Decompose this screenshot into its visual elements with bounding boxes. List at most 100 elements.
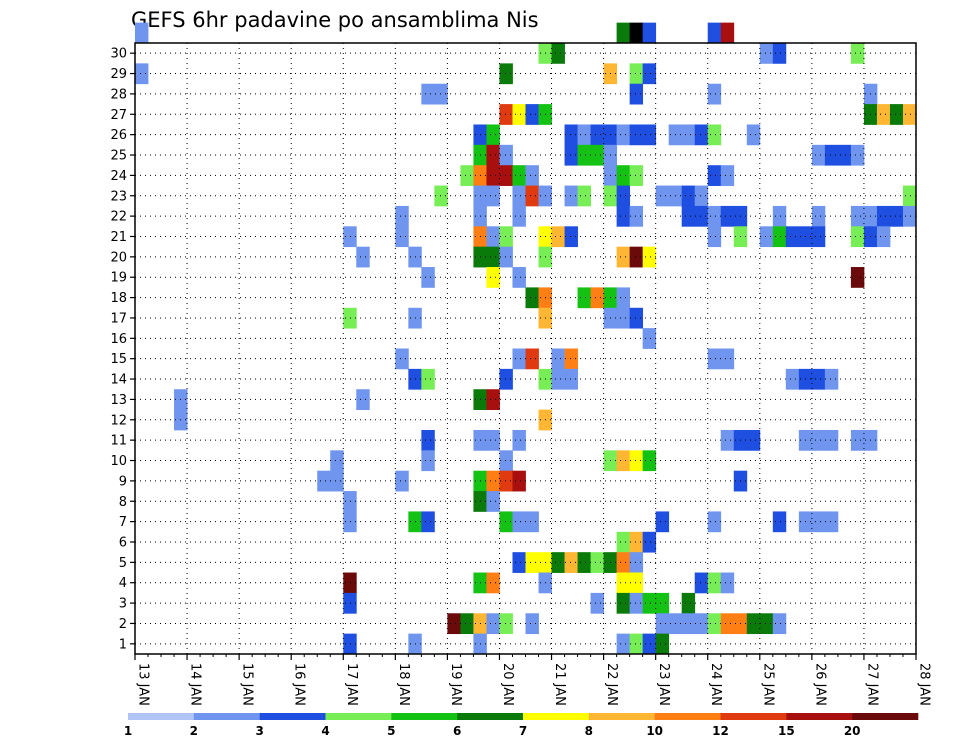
- heatmap-cell: [499, 104, 513, 125]
- heatmap-cell: [642, 63, 657, 85]
- x-tick-label: 27 JAN: [864, 663, 879, 706]
- heatmap-cell: [837, 144, 852, 166]
- heatmap-cell: [421, 511, 435, 533]
- heatmap-cell: [811, 144, 826, 166]
- heatmap-cell: [616, 185, 631, 207]
- x-tick-label: 26 JAN: [812, 663, 827, 706]
- heatmap-cell: [629, 63, 644, 85]
- heatmap-cell: [590, 592, 604, 614]
- heatmap-cell: [811, 429, 826, 451]
- heatmap-cell: [694, 185, 709, 207]
- colorbar-label: 2: [190, 724, 198, 738]
- heatmap-cell: [642, 633, 657, 655]
- heatmap-cell: [512, 348, 526, 370]
- heatmap-cell: [616, 307, 631, 329]
- heatmap-cell: [746, 124, 761, 146]
- colorbar-label: 12: [712, 724, 729, 738]
- heatmap-cell: [434, 83, 448, 105]
- heatmap-cell: [577, 552, 591, 573]
- heatmap-cell: [512, 267, 526, 288]
- colorbar-label: 3: [255, 724, 263, 738]
- heatmap-cell: [551, 552, 565, 573]
- colorbar-segment: [720, 713, 787, 720]
- heatmap-cell: [655, 613, 670, 635]
- heatmap-cell: [486, 165, 500, 186]
- heatmap-cell: [616, 246, 631, 268]
- heatmap-cell: [655, 511, 670, 533]
- y-tick-label: 17: [110, 311, 127, 326]
- heatmap-cell: [564, 552, 578, 573]
- heatmap-cell: [486, 572, 500, 594]
- heatmap-cell: [616, 531, 631, 553]
- heatmap-cell: [577, 287, 591, 309]
- heatmap-cell: [629, 124, 644, 146]
- heatmap-cell: [811, 511, 826, 533]
- heatmap-cell: [486, 124, 500, 146]
- heatmap-cell: [512, 185, 526, 207]
- heatmap-cell: [421, 450, 435, 472]
- heatmap-cell: [629, 205, 644, 227]
- heatmap-cell: [759, 613, 774, 635]
- heatmap-cell: [616, 552, 631, 573]
- heatmap-cell: [629, 165, 644, 186]
- heatmap-cell: [421, 267, 435, 288]
- heatmap-cell: [772, 205, 787, 227]
- heatmap-cell: [512, 104, 526, 125]
- y-tick-label: 11: [110, 434, 127, 449]
- heatmap-cell: [629, 450, 644, 472]
- heatmap-cell: [681, 185, 696, 207]
- y-tick-label: 8: [119, 495, 127, 510]
- heatmap-cell: [421, 83, 435, 105]
- y-tick-label: 16: [110, 332, 127, 347]
- heatmap-cell: [681, 205, 696, 227]
- heatmap-cell: [512, 429, 526, 451]
- y-axis-ticks: 1234567891011121314151617181920212223242…: [110, 47, 135, 652]
- colorbar-label: 1: [124, 724, 132, 738]
- heatmap-cell: [655, 185, 670, 207]
- heatmap-cell: [772, 613, 787, 635]
- heatmap-cell: [330, 470, 344, 492]
- heatmap-cell: [629, 531, 644, 553]
- heatmap-cell: [642, 328, 657, 349]
- heatmap-cell: [720, 205, 735, 227]
- y-tick-label: 15: [110, 352, 127, 367]
- heatmap-cell: [707, 348, 722, 370]
- heatmap-cell: [486, 429, 500, 451]
- heatmap-cell: [616, 165, 631, 186]
- heatmap-cell: [642, 246, 657, 268]
- colorbar-segment: [193, 713, 260, 720]
- heatmap-cell: [824, 368, 839, 390]
- y-tick-label: 10: [110, 454, 127, 469]
- heatmap-cell: [499, 226, 513, 248]
- y-tick-label: 28: [110, 87, 127, 102]
- colorbar-segment: [391, 713, 458, 720]
- heatmap-cell: [590, 287, 604, 309]
- heatmap-cell: [707, 572, 722, 594]
- y-tick-label: 1: [119, 637, 127, 652]
- heatmap-cell: [785, 368, 800, 390]
- y-tick-label: 6: [119, 535, 127, 550]
- heatmap-cell: [642, 531, 657, 553]
- heatmap-cell: [486, 185, 500, 207]
- heatmap-cell: [564, 185, 578, 207]
- colorbar-label: 6: [453, 724, 461, 738]
- heatmap-cell: [681, 592, 696, 614]
- heatmap-cell: [629, 592, 644, 614]
- heatmap-cell: [486, 389, 500, 410]
- heatmap-cell: [616, 205, 631, 227]
- heatmap-cell: [499, 613, 513, 635]
- x-tick-label: 28 JAN: [917, 663, 932, 706]
- heatmap-cell: [824, 511, 839, 533]
- heatmap-cell: [629, 633, 644, 655]
- heatmap-cell: [447, 613, 461, 635]
- heatmap-cell: [707, 511, 722, 533]
- heatmap-cell: [694, 572, 709, 594]
- x-tick-label: 23 JAN: [656, 663, 671, 706]
- x-tick-label: 21 JAN: [552, 663, 567, 706]
- heatmap-cell: [824, 429, 839, 451]
- heatmap-cell: [135, 63, 149, 85]
- y-tick-label: 27: [110, 108, 127, 123]
- heatmap-cell: [512, 165, 526, 186]
- heatmap-cell: [343, 307, 357, 329]
- x-tick-label: 22 JAN: [604, 663, 619, 706]
